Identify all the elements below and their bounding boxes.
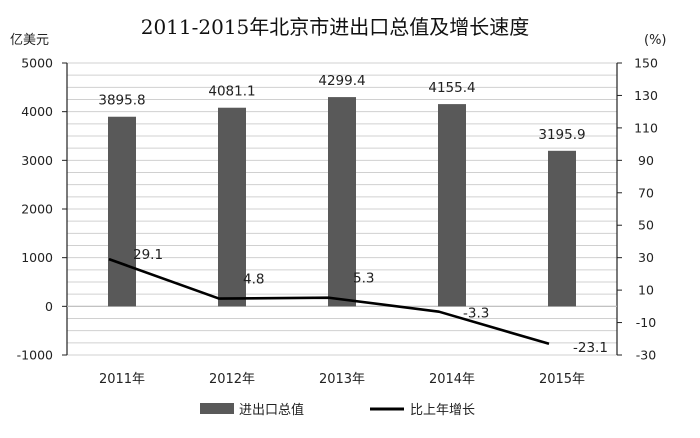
left-tick-label: 0 <box>45 299 53 314</box>
bar-value-label: 3195.9 <box>538 127 585 143</box>
x-tick-label: 2013年 <box>319 372 365 387</box>
x-tick-label: 2014年 <box>429 372 475 387</box>
left-tick-label: 5000 <box>21 56 53 71</box>
bar-value-label: 4155.4 <box>428 80 475 96</box>
bar-value-label: 4299.4 <box>318 73 365 89</box>
left-tick-label: 4000 <box>21 104 53 119</box>
left-tick-label: -1000 <box>17 348 53 363</box>
line-value-label: -23.1 <box>573 340 608 356</box>
bar <box>218 108 246 307</box>
right-tick-label: 30 <box>638 250 654 265</box>
line-value-label: -3.3 <box>463 306 489 322</box>
x-tick-label: 2011年 <box>99 372 145 387</box>
bar <box>108 117 136 307</box>
legend-label-bar: 进出口总值 <box>239 402 304 418</box>
right-tick-label: 130 <box>634 88 658 103</box>
line-value-label: 4.8 <box>243 272 264 288</box>
legend-swatch-bar <box>200 403 234 414</box>
right-tick-label: 70 <box>638 185 654 200</box>
right-tick-label: 90 <box>638 153 654 168</box>
line-value-label: 5.3 <box>353 271 374 287</box>
bar <box>548 151 576 307</box>
bar-value-label: 4081.1 <box>208 84 255 100</box>
right-tick-label: -10 <box>636 315 656 330</box>
x-tick-label: 2012年 <box>209 372 255 387</box>
x-tick-label: 2015年 <box>539 372 585 387</box>
left-axis-unit: 亿美元 <box>10 33 49 48</box>
left-tick-label: 3000 <box>21 153 53 168</box>
legend: 进出口总值 比上年增长 <box>200 402 475 418</box>
right-tick-label: 110 <box>634 120 658 135</box>
bar <box>438 104 466 306</box>
left-tick-label: 1000 <box>21 250 53 265</box>
right-tick-label: 150 <box>634 56 658 71</box>
right-tick-label: 50 <box>638 218 654 233</box>
legend-label-line: 比上年增长 <box>410 403 475 418</box>
right-tick-label: -30 <box>636 348 656 363</box>
line-value-label: 29.1 <box>133 247 163 263</box>
bar <box>328 97 356 306</box>
right-tick-label: 10 <box>638 283 654 298</box>
left-tick-label: 2000 <box>21 202 53 217</box>
right-axis-unit: (%) <box>644 33 667 48</box>
bar-series <box>108 97 576 306</box>
chart-title: 2011-2015年北京市进出口总值及增长速度 <box>141 15 530 39</box>
bar-value-label: 3895.8 <box>98 93 145 109</box>
